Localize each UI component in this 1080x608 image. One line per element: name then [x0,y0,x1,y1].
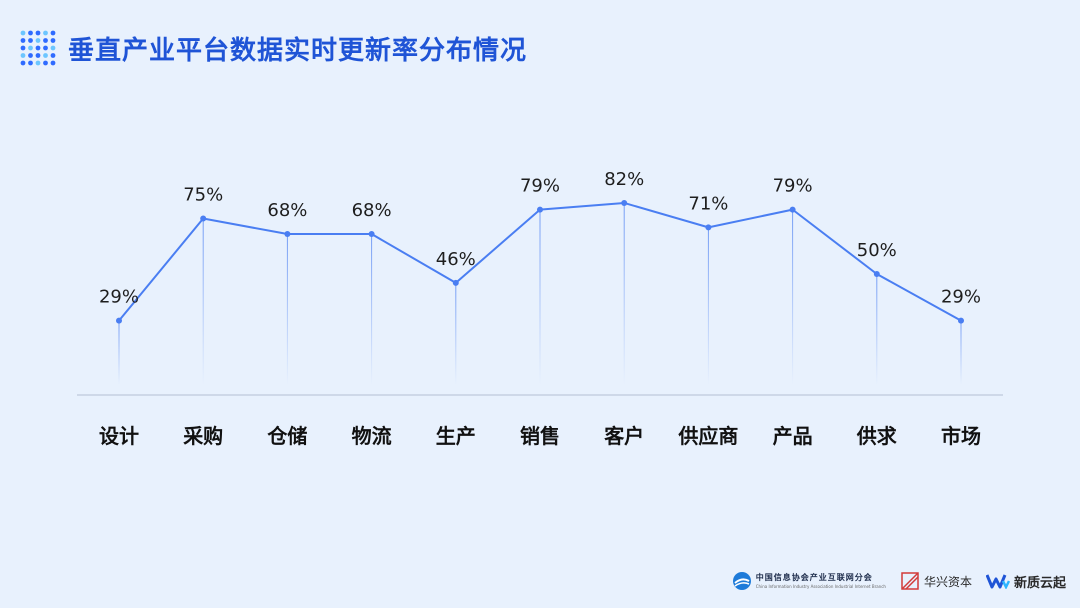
drop-line [960,320,962,385]
x-tick-label: 供求 [856,424,898,448]
footer: 中国信息协会产业互联网分会 China Information Industry… [732,566,1066,596]
data-point [116,317,122,324]
x-tick-label: 仓储 [266,424,307,448]
data-label: 29% [941,287,981,308]
data-label: 75% [183,185,223,206]
data-point [284,231,291,238]
data-label: 68% [267,200,307,221]
logo-ciia-en: China Information Industry Association I… [755,583,886,589]
logo-huaxing-text: 华兴资本 [923,574,972,589]
drop-line [539,209,541,385]
huaxing-logo-icon [901,572,919,590]
data-point [200,215,207,222]
ciia-logo-icon [732,572,751,590]
drop-line [202,218,204,385]
x-tick-label: 供应商 [677,424,738,448]
data-point [452,279,459,286]
data-label: 82% [604,169,644,190]
data-label: 71% [688,193,728,214]
data-point [368,231,375,238]
data-label: 68% [352,200,392,221]
drop-line [286,234,288,385]
drop-line [876,274,878,385]
logo-ciia: 中国信息协会产业互联网分会 China Information Industry… [732,571,886,591]
header: 垂直产业平台数据实时更新率分布情况 [20,28,527,68]
logo-xinzhi-text: 新质云起 [1013,575,1066,591]
x-tick-label: 客户 [603,424,644,448]
x-tick-label: 物流 [352,424,392,448]
drop-line [371,234,373,385]
dot-grid-icon [20,30,56,66]
drop-line [118,320,120,385]
data-point [789,206,796,213]
data-point [873,271,880,277]
drop-line [455,282,457,385]
drop-line [792,209,794,385]
x-tick-label: 采购 [183,424,223,448]
x-tick-label: 设计 [99,424,139,448]
data-point [621,199,628,206]
page-title: 垂直产业平台数据实时更新率分布情况 [68,35,528,66]
data-label: 79% [773,176,813,197]
xinzhi-logo-icon [985,574,1010,589]
x-tick-label: 市场 [941,424,981,448]
data-point [537,206,543,213]
data-label: 46% [436,249,476,270]
data-point [705,224,712,231]
logo-xinzhi: 新质云起 [985,572,1066,591]
x-tick-label: 生产 [436,424,476,448]
x-tick-label: 销售 [520,424,560,448]
drop-line [623,202,625,385]
logo-huaxing: 华兴资本 [900,571,972,591]
data-point [958,317,964,324]
x-tick-label: 产品 [773,424,813,448]
data-label: 79% [520,176,560,197]
data-label: 29% [99,287,139,308]
data-label: 50% [857,240,897,261]
drop-line [707,227,709,385]
logo-ciia-cn: 中国信息协会产业互联网分会 [755,572,873,582]
